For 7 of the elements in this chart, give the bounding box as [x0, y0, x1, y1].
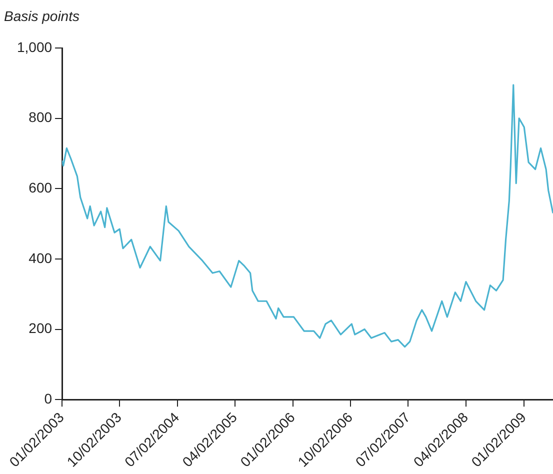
- y-tick-label: 1,000: [16, 38, 52, 55]
- y-tick-label: 200: [28, 320, 52, 336]
- y-tick-label: 0: [44, 390, 52, 406]
- y-tick-label: 800: [28, 109, 52, 126]
- y-tick-label: 600: [28, 179, 52, 196]
- y-tick-label: 400: [28, 250, 52, 266]
- y-axis-title: Basis points: [4, 8, 80, 24]
